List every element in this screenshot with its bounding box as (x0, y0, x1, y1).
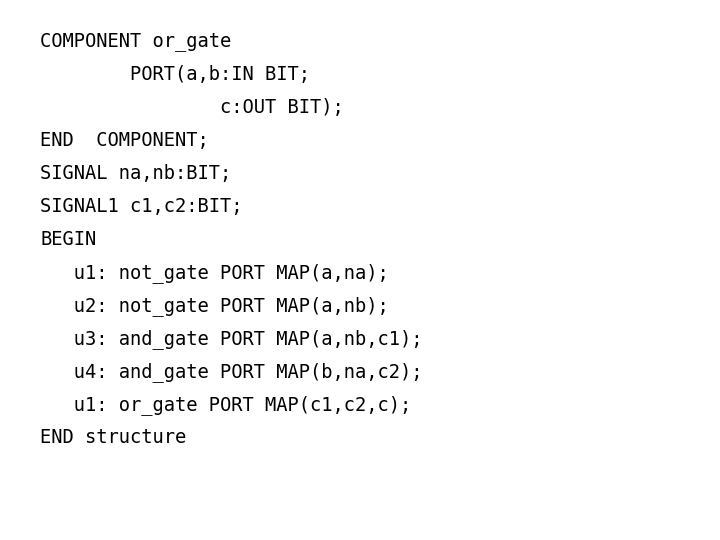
Text: PORT(a,b:IN BIT;: PORT(a,b:IN BIT; (40, 65, 310, 84)
Text: COMPONENT or_gate: COMPONENT or_gate (40, 32, 231, 51)
Text: u2: not_gate PORT MAP(a,nb);: u2: not_gate PORT MAP(a,nb); (40, 296, 389, 316)
Text: SIGNAL na,nb:BIT;: SIGNAL na,nb:BIT; (40, 164, 231, 183)
Text: u3: and_gate PORT MAP(a,nb,c1);: u3: and_gate PORT MAP(a,nb,c1); (40, 329, 423, 349)
Text: END  COMPONENT;: END COMPONENT; (40, 131, 209, 150)
Text: END structure: END structure (40, 428, 186, 447)
Text: u1: not_gate PORT MAP(a,na);: u1: not_gate PORT MAP(a,na); (40, 263, 389, 283)
Text: u1: or_gate PORT MAP(c1,c2,c);: u1: or_gate PORT MAP(c1,c2,c); (40, 395, 411, 415)
Text: SIGNAL1 c1,c2:BIT;: SIGNAL1 c1,c2:BIT; (40, 197, 243, 216)
Text: BEGIN: BEGIN (40, 230, 96, 249)
Text: u4: and_gate PORT MAP(b,na,c2);: u4: and_gate PORT MAP(b,na,c2); (40, 362, 423, 382)
Text: c:OUT BIT);: c:OUT BIT); (40, 98, 343, 117)
